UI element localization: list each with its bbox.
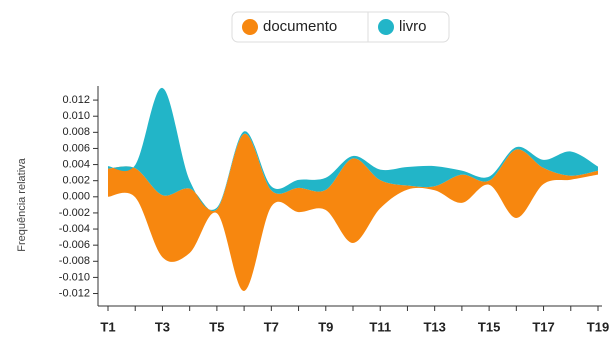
x-tick-label: T19	[587, 319, 609, 334]
legend-box	[231, 11, 450, 43]
x-tick-label: T11	[369, 319, 391, 334]
y-tick-label: 0.008	[62, 126, 90, 138]
y-tick-label: -0.012	[59, 287, 90, 299]
legend-swatch	[242, 19, 258, 35]
x-tick-label: T7	[264, 319, 279, 334]
x-tick-label: T5	[209, 319, 224, 334]
y-tick-label: -0.002	[59, 207, 90, 219]
y-axis-label: Frequência relativa	[16, 157, 28, 251]
stream-area	[108, 133, 598, 292]
x-tick-label: T17	[532, 319, 554, 334]
y-tick-label: -0.010	[59, 271, 90, 283]
y-tick-label: -0.004	[59, 223, 90, 235]
y-tick-label: -0.008	[59, 255, 90, 267]
x-tick-label: T15	[478, 319, 500, 334]
y-tick-label: 0.006	[62, 142, 90, 154]
y-tick-label: 0.002	[62, 175, 90, 187]
stream-area	[108, 87, 598, 212]
legend-swatch	[378, 19, 394, 35]
x-tick-label: T13	[423, 319, 445, 334]
y-tick-label: 0.004	[62, 158, 90, 170]
legend-label: documento	[263, 18, 337, 35]
y-tick-label: -0.006	[59, 239, 90, 251]
y-tick-label: 0.010	[62, 110, 90, 122]
y-tick-label: 0.012	[62, 94, 90, 106]
x-tick-label: T1	[100, 319, 115, 334]
legend-label: livro	[399, 18, 427, 35]
y-tick-label: 0.000	[62, 191, 90, 203]
x-tick-label: T3	[155, 319, 170, 334]
x-tick-label: T9	[318, 319, 333, 334]
